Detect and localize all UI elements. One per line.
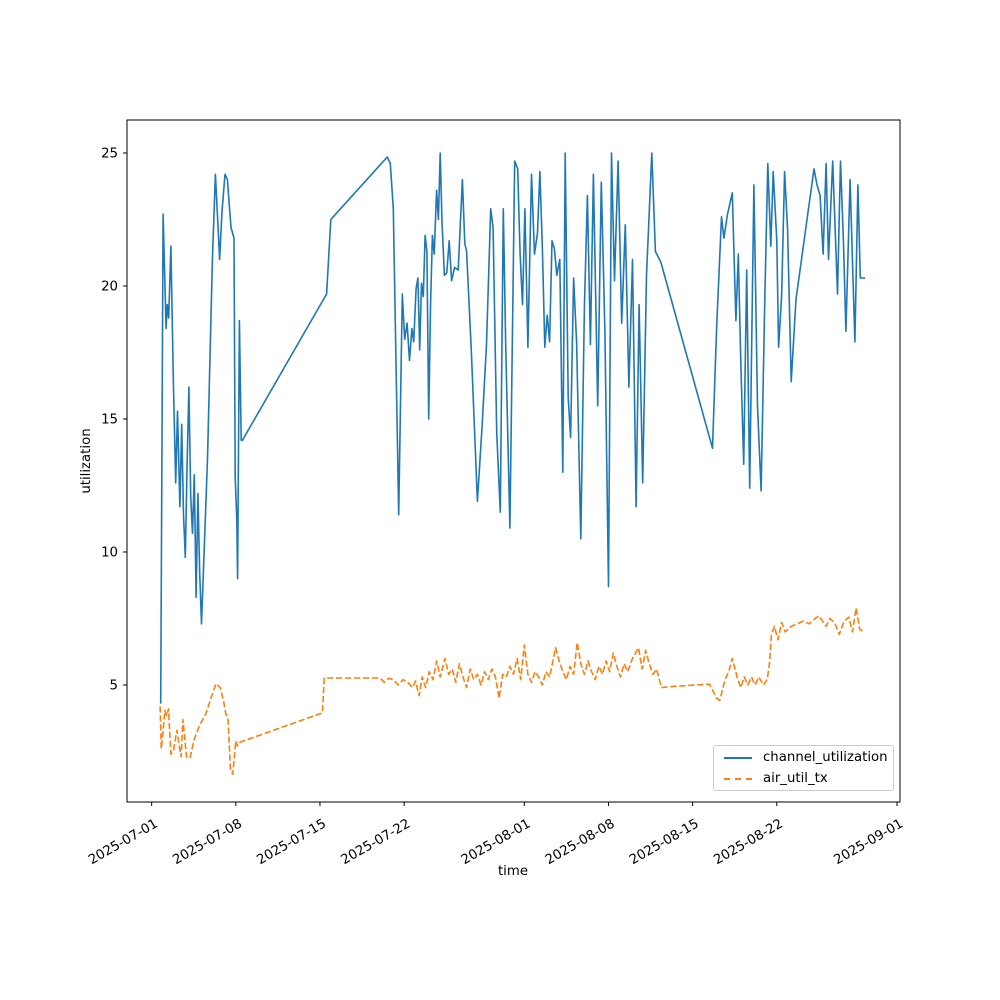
x-tick-label: 2025-07-08 [170,816,244,868]
x-tick-label: 2025-07-22 [339,816,413,868]
x-axis-ticks: 2025-07-01 2025-07-08 2025-07-15 2025-07-22… [86,802,906,868]
y-axis-label: utilization [79,428,94,493]
legend-label: air_util_tx [763,771,828,786]
x-tick-label: 2025-09-01 [832,816,906,868]
dashed-line-icon [724,777,752,780]
series-line-air_util_tx [159,606,864,775]
x-axis-label: time [498,864,528,879]
plot-area [126,119,901,803]
y-tick-label: 25 [101,147,118,162]
y-tick-label: 20 [101,280,118,295]
legend-item: channel_utilization [724,750,888,765]
legend-item: air_util_tx [724,771,883,786]
series-line-channel_utilization [159,152,866,704]
x-tick-label: 2025-08-08 [543,816,617,868]
y-tick-label: 5 [110,679,118,694]
legend: channel_utilization air_util_tx [713,745,894,791]
x-tick-label: 2025-08-22 [711,816,785,868]
x-tick-label: 2025-07-15 [255,816,329,868]
series-lines [159,152,866,775]
legend-label: channel_utilization [763,750,888,765]
x-tick-label: 2025-08-01 [459,816,533,868]
y-axis-ticks: 5 10 15 20 25 [101,147,127,694]
y-tick-label: 15 [101,413,118,428]
y-tick-label: 10 [101,546,118,561]
x-tick-label: 2025-08-15 [627,816,701,868]
x-tick-label: 2025-07-01 [86,816,160,868]
solid-line-icon [724,756,752,759]
